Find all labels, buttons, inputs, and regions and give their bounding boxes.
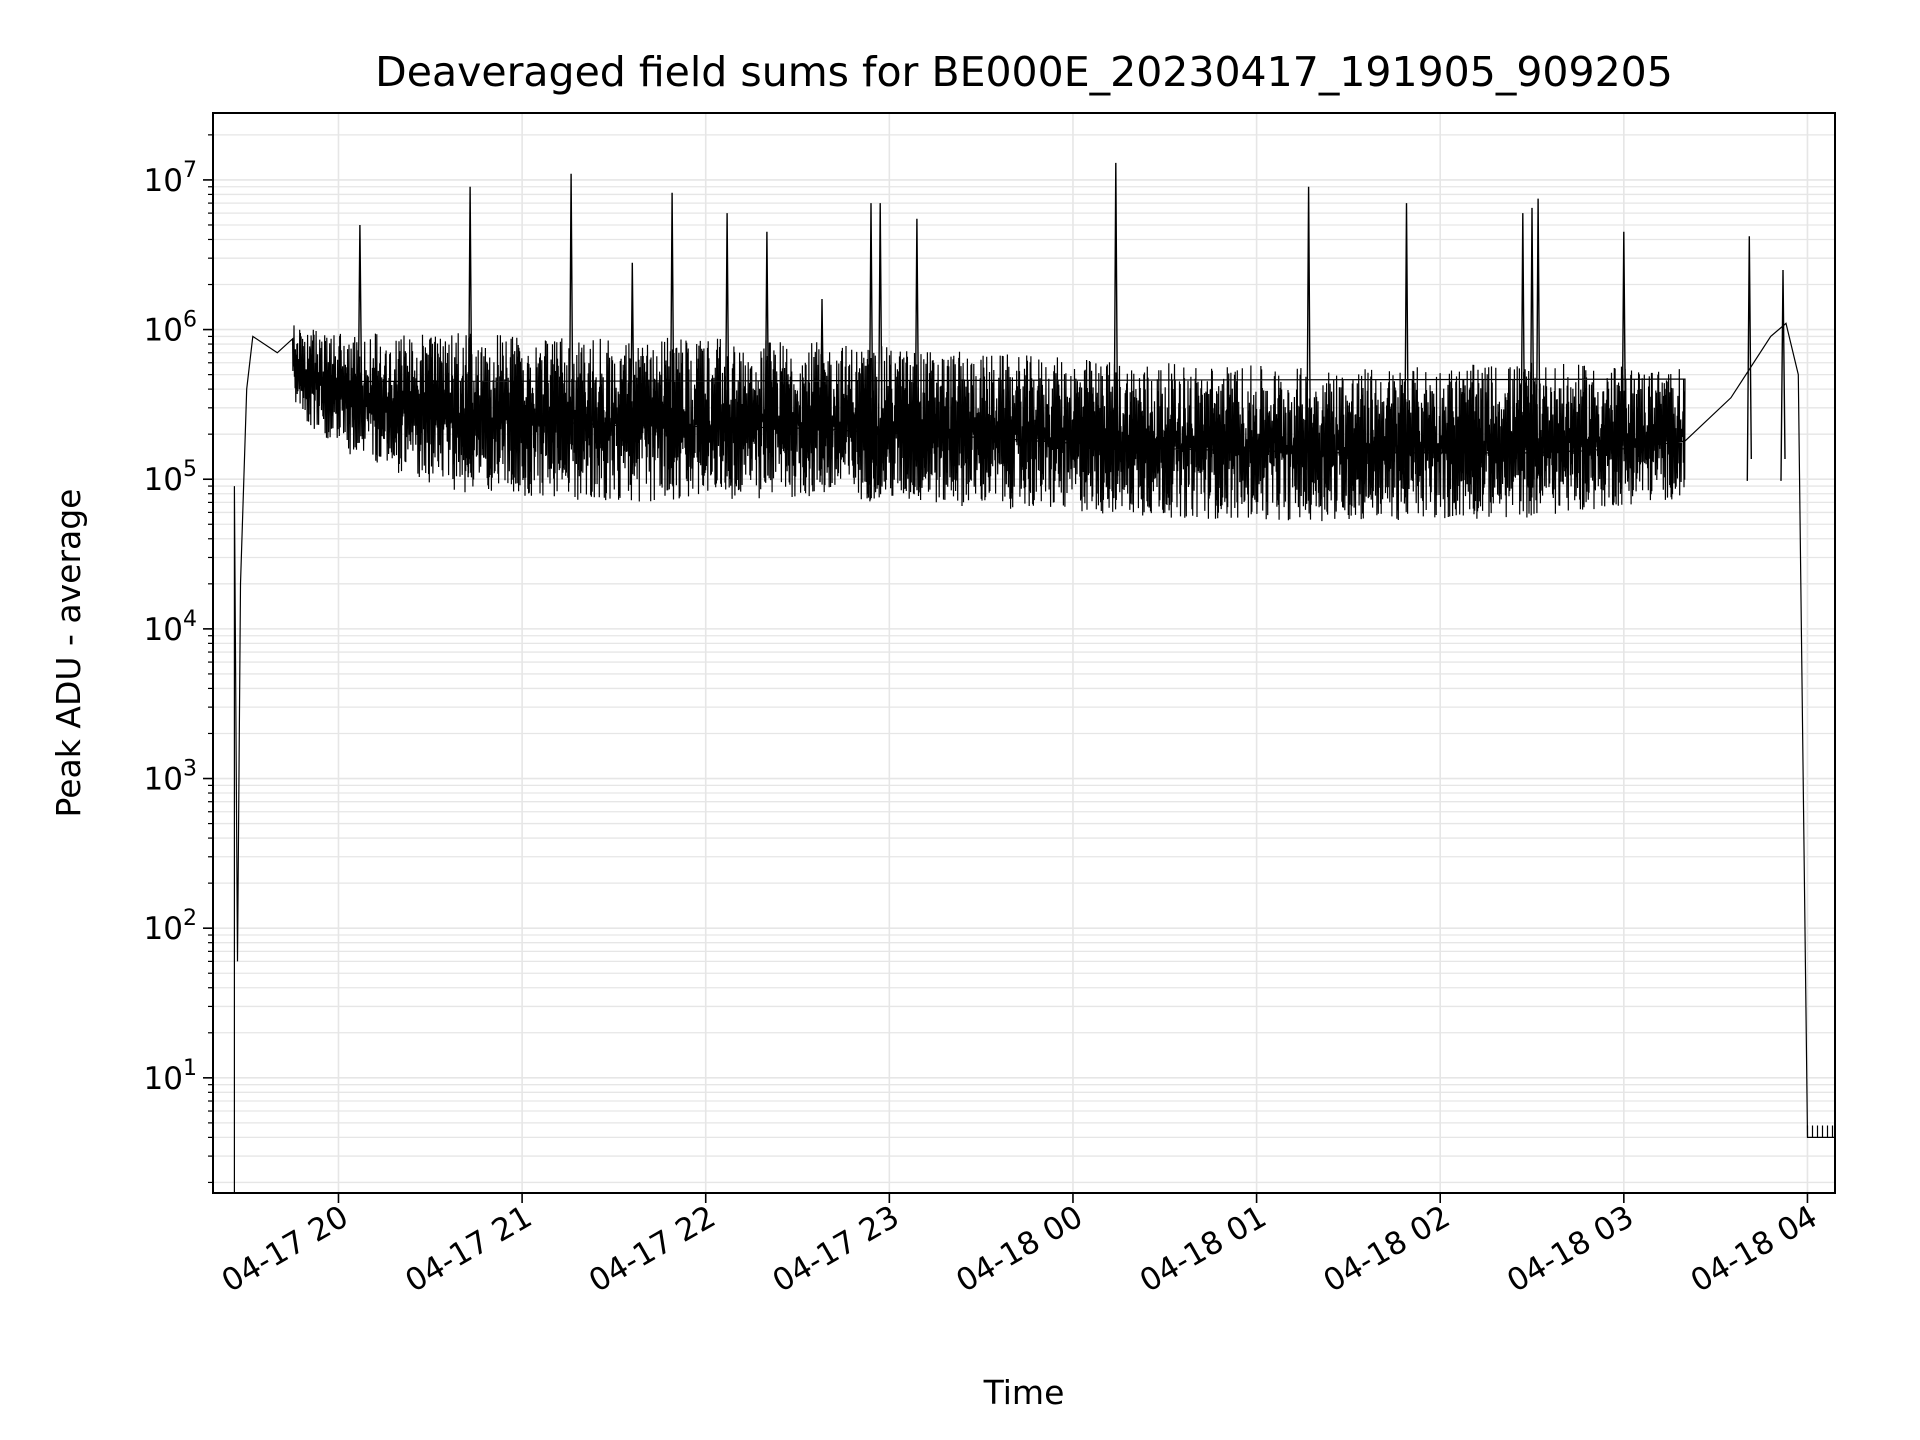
spike-mark <box>1113 162 1119 499</box>
spike-mark <box>819 298 825 483</box>
y-tick-label: 106 <box>144 308 197 349</box>
spike-mark <box>1780 269 1786 481</box>
spike-mark <box>629 262 635 485</box>
chart-title: Deaveraged field sums for BE000E_2023041… <box>375 48 1673 96</box>
series-line <box>233 162 1835 1193</box>
y-tick-label: 105 <box>144 457 197 498</box>
y-tick-label: 101 <box>144 1056 197 1097</box>
plot-frame <box>212 112 1836 1194</box>
spike-mark <box>914 218 920 487</box>
spike-mark <box>1746 236 1752 481</box>
spike-mark <box>1621 231 1627 489</box>
spike-mark <box>1305 186 1312 504</box>
y-tick-label: 102 <box>144 906 197 947</box>
spike-mark <box>724 213 730 483</box>
spike-mark <box>1529 207 1535 502</box>
spike-mark <box>568 173 574 483</box>
spike-mark <box>467 186 473 478</box>
spike-mark <box>669 192 675 484</box>
y-tick-label: 103 <box>144 757 197 798</box>
spike-mark <box>764 231 770 482</box>
x-axis-title: Time <box>983 1373 1065 1412</box>
spike-mark <box>1403 203 1410 504</box>
grid <box>213 113 1835 1193</box>
spike-mark <box>868 203 874 485</box>
y-axis-ticks: 101 102 103 104 105 106 107 <box>144 134 213 1184</box>
spike-mark <box>1520 213 1526 502</box>
tail-mark <box>1806 1125 1834 1138</box>
y-tick-label: 107 <box>144 158 197 199</box>
spike-mark <box>877 203 883 486</box>
spike-mark <box>357 224 363 444</box>
series-path <box>233 322 1835 1193</box>
y-tick-label: 104 <box>144 607 197 648</box>
spike-mark <box>1535 198 1541 501</box>
y-axis-title: Peak ADU - average <box>49 489 88 818</box>
